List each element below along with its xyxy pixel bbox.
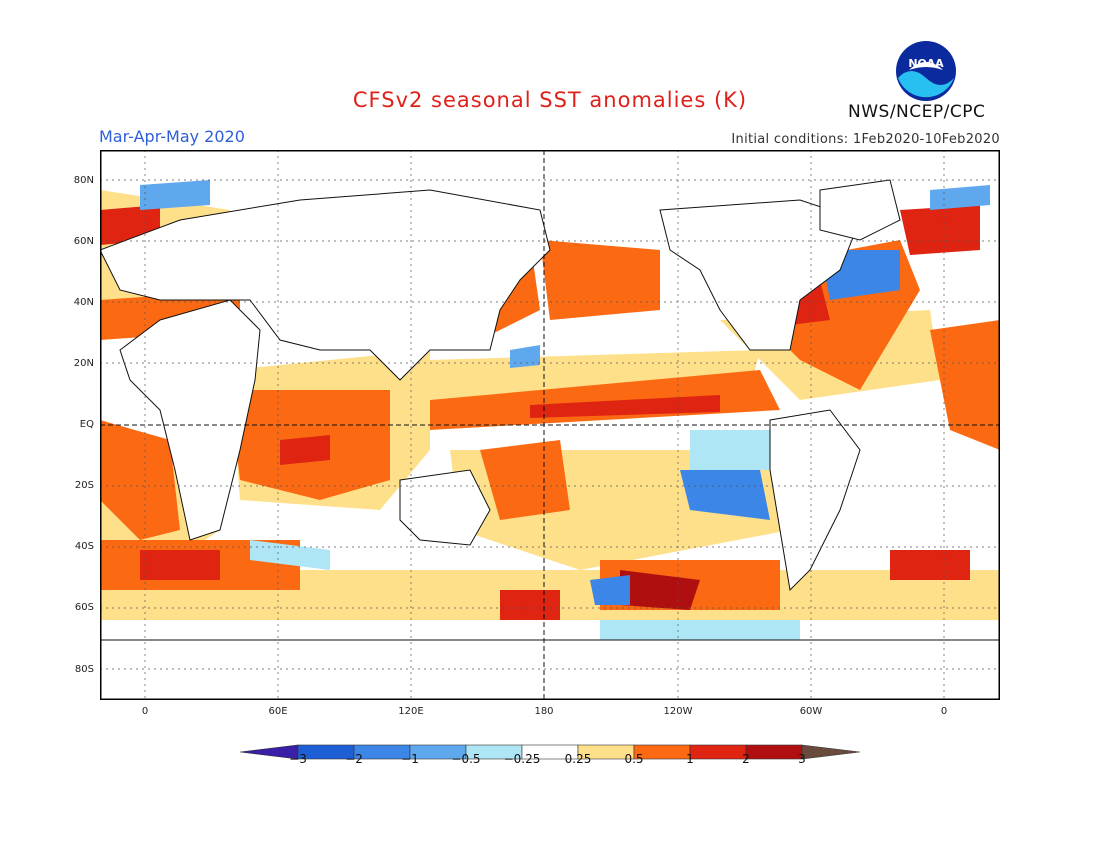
initial-conditions-label: Initial conditions: 1Feb2020-10Feb2020 bbox=[731, 132, 1000, 147]
colorbar-tick-label: 1 bbox=[686, 752, 694, 766]
colorbar-tick-label: 0.5 bbox=[624, 752, 644, 766]
colorbar-tick-label: −3 bbox=[289, 752, 307, 766]
colorbar bbox=[240, 744, 860, 760]
colorbar-tick-label: −2 bbox=[345, 752, 363, 766]
lon-label-120w: 120W bbox=[663, 706, 693, 717]
lat-label-80n: 80N bbox=[73, 175, 94, 186]
continents bbox=[100, 179, 1000, 700]
reference-lines bbox=[100, 150, 1000, 700]
map-frame bbox=[100, 150, 1000, 700]
lat-label-60n: 60N bbox=[73, 236, 94, 247]
colorbar-tick-label: −0.25 bbox=[503, 752, 541, 766]
organization-label: NWS/NCEP/CPC bbox=[848, 102, 986, 122]
lat-label-40n: 40N bbox=[73, 297, 94, 308]
colorbar-over-triangle bbox=[801, 744, 860, 760]
lat-label-20s: 20S bbox=[74, 480, 94, 491]
anomaly-fields bbox=[100, 180, 1000, 640]
chart-title: CFSv2 seasonal SST anomalies (K) bbox=[352, 88, 748, 112]
lon-label-60e: 60E bbox=[268, 706, 288, 717]
lat-label-60s: 60S bbox=[74, 602, 94, 613]
noaa-logo-icon: NOAA bbox=[896, 41, 956, 101]
lon-label-120e: 120E bbox=[398, 706, 424, 717]
sst-anomaly-map bbox=[100, 150, 1000, 700]
graticule bbox=[100, 150, 1000, 700]
lon-label-180: 180 bbox=[534, 706, 554, 717]
colorbar-tick-label: 2 bbox=[742, 752, 750, 766]
lon-label-60w: 60W bbox=[799, 706, 823, 717]
lat-label-20n: 20N bbox=[73, 358, 94, 369]
colorbar-tick-label: 3 bbox=[798, 752, 806, 766]
lat-label-eq: EQ bbox=[79, 419, 94, 430]
lon-label-0-east: 0 bbox=[940, 706, 948, 717]
lat-label-80s: 80S bbox=[74, 664, 94, 675]
lon-label-0-west: 0 bbox=[141, 706, 149, 717]
logo-text: NOAA bbox=[908, 57, 944, 70]
colorbar-tick-label: −1 bbox=[401, 752, 419, 766]
colorbar-tick-label: −0.5 bbox=[451, 752, 481, 766]
lat-label-40s: 40S bbox=[74, 541, 94, 552]
colorbar-tick-label: 0.25 bbox=[564, 752, 592, 766]
period-label: Mar-Apr-May 2020 bbox=[99, 127, 245, 146]
